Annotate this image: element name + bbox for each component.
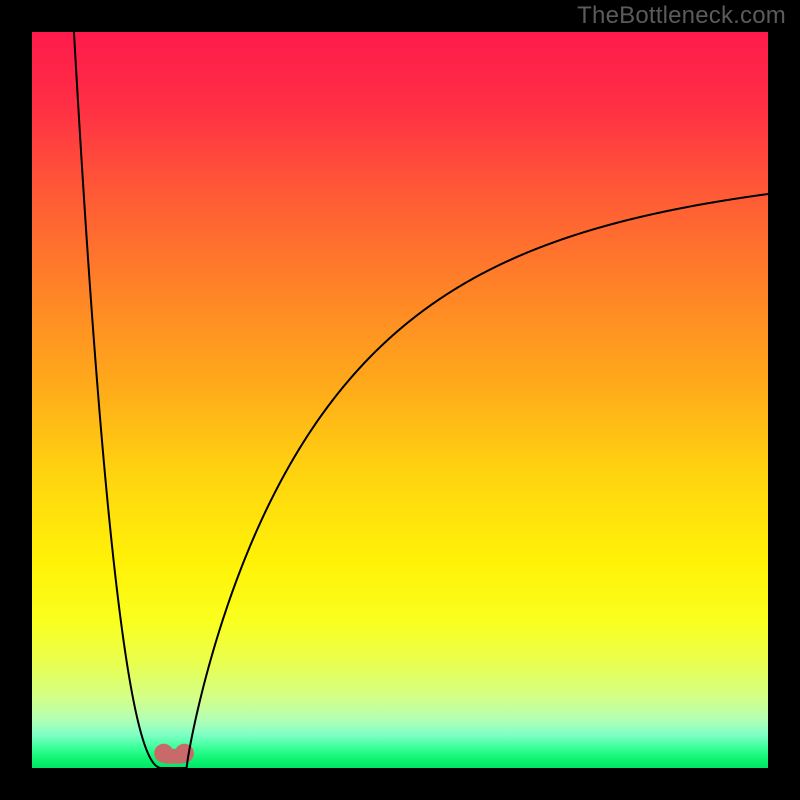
plot-area xyxy=(32,32,768,768)
curve-right-branch xyxy=(174,194,768,768)
chart-frame: TheBottleneck.com xyxy=(0,0,800,800)
curve-left-branch xyxy=(74,32,174,768)
chart-svg xyxy=(32,32,768,768)
watermark-text: TheBottleneck.com xyxy=(577,2,786,30)
